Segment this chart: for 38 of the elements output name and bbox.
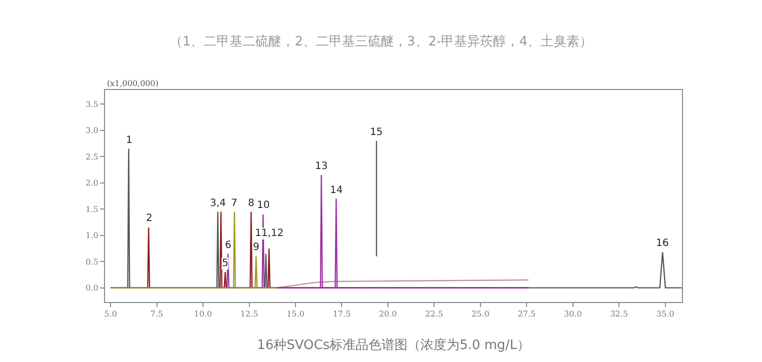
x-axis-title: 16种SVOCs标准品色谱图（浓度为5.0 mg/L）: [257, 337, 530, 354]
annotation: 6: [225, 240, 232, 251]
annotation: 1: [126, 135, 132, 146]
y-tick-label: 1.0: [86, 231, 98, 240]
annotation: 13: [315, 161, 328, 172]
x-tick-label: 27.5: [518, 310, 536, 319]
annotation: 14: [330, 185, 343, 196]
annotation: 3,4: [210, 198, 226, 209]
annotation: 11,12: [255, 228, 284, 239]
y-tick-label: 3.5: [86, 100, 98, 109]
annotation: 15: [370, 127, 383, 138]
x-tick-label: 22.5: [425, 310, 444, 319]
annotation: 5: [222, 258, 228, 269]
chart-title: （1、二甲基二硫醚，2、二甲基三硫醚，3、2-甲基异莰醇，4、土臭素）: [169, 34, 593, 50]
y-tick-label: 1.5: [86, 204, 98, 214]
annotation: 2: [146, 213, 152, 224]
y-tick-label: 3.0: [86, 126, 98, 136]
y-tick-label: 2.5: [86, 152, 98, 162]
annotation: 8: [248, 198, 254, 209]
annotation: 7: [231, 198, 238, 209]
x-tick-label: 30.0: [564, 310, 582, 319]
y-tick-label: 0.5: [86, 257, 98, 266]
annotation: 10: [257, 200, 270, 211]
x-tick-label: 35.0: [656, 310, 674, 319]
x-tick-label: 12.5: [240, 310, 258, 319]
x-tick-label: 32.5: [610, 310, 628, 319]
y-tick-label: 2.0: [86, 178, 98, 188]
y-tick-label: 0.0: [86, 284, 98, 293]
x-tick-label: 25.0: [472, 310, 490, 319]
x-tick-label: 5.0: [104, 310, 117, 319]
x-tick-label: 17.5: [332, 310, 351, 319]
annotation: 9: [253, 242, 260, 253]
x-tick-label: 7.5: [150, 310, 164, 319]
x-tick-label: 10.0: [194, 310, 212, 319]
x-tick-label: 15.0: [286, 310, 304, 319]
annotation: 16: [656, 238, 669, 249]
x-tick-label: 20.0: [379, 310, 397, 319]
text: (x1,000,000): [107, 79, 158, 88]
